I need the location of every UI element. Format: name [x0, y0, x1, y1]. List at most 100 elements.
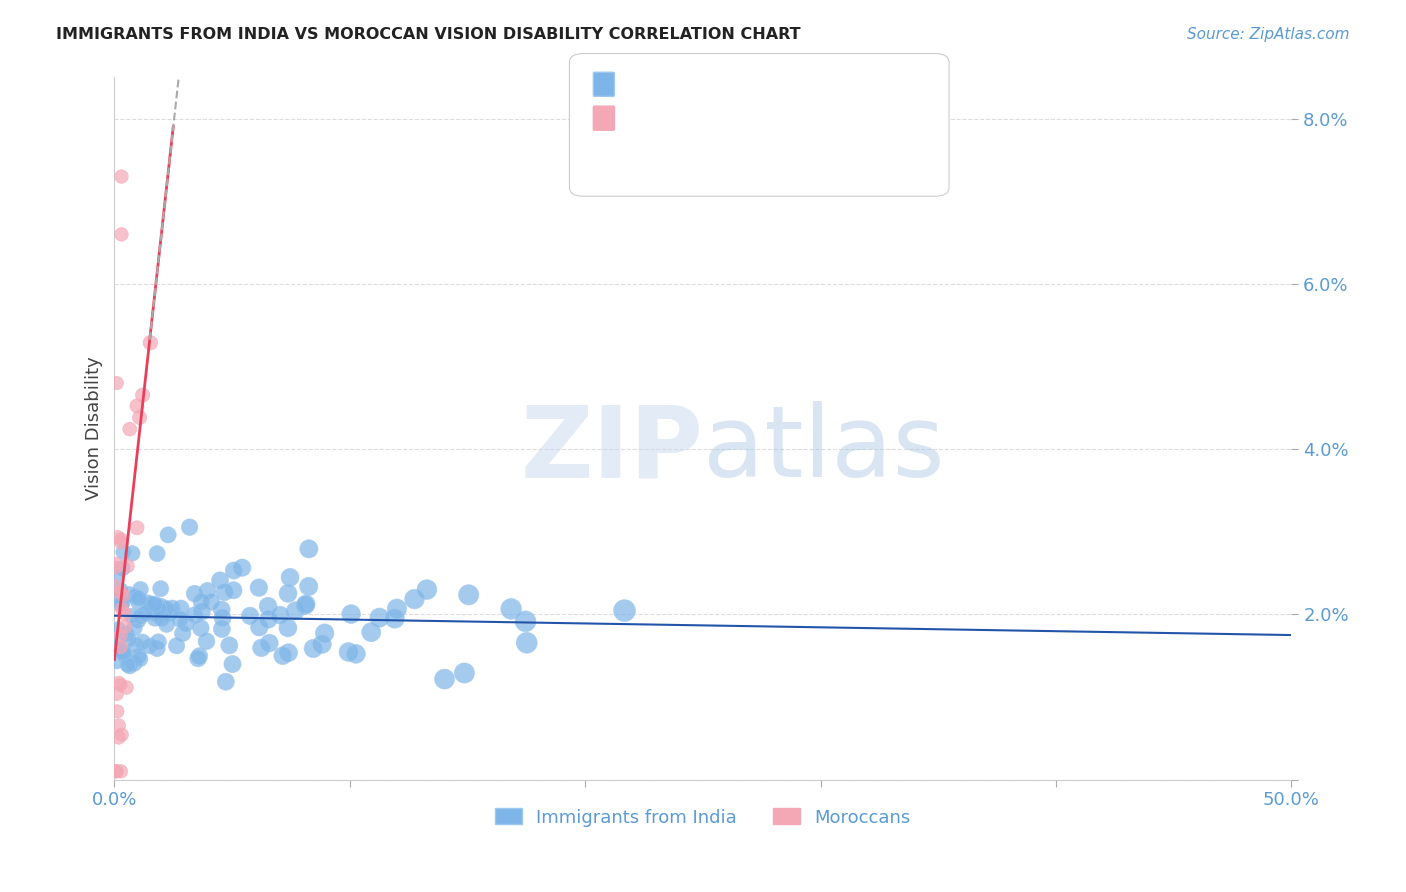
Point: [277, 621, 299, 635]
Point: [114, 607, 136, 621]
Point: [179, 520, 201, 534]
Point: [111, 602, 134, 616]
Point: [314, 626, 336, 640]
Point: [141, 597, 163, 611]
Point: [107, 622, 129, 636]
Point: [127, 614, 149, 628]
Y-axis label: Vision Disability: Vision Disability: [86, 357, 103, 500]
Point: [340, 607, 363, 621]
Point: [105, 557, 128, 571]
Point: [284, 604, 307, 618]
Point: [190, 621, 212, 635]
Point: [117, 559, 139, 574]
Point: [117, 657, 139, 672]
Point: [148, 635, 170, 649]
Text: R = -0.209   N = 118: R = -0.209 N = 118: [619, 85, 807, 103]
Point: [124, 621, 146, 635]
Point: [148, 602, 170, 616]
Point: [257, 612, 280, 626]
Point: [278, 570, 301, 584]
Point: [311, 637, 333, 651]
Point: [107, 642, 129, 657]
Point: [360, 625, 382, 640]
Point: [107, 635, 129, 649]
Point: [457, 588, 479, 602]
Point: [209, 574, 232, 588]
Point: [110, 535, 132, 549]
Point: [231, 560, 253, 574]
Point: [134, 607, 156, 621]
Point: [222, 564, 245, 578]
Point: [111, 596, 134, 610]
Point: [166, 639, 188, 653]
Point: [108, 585, 131, 599]
Point: [453, 665, 475, 680]
Point: [121, 546, 143, 560]
Point: [215, 674, 238, 689]
Point: [239, 608, 262, 623]
Point: [146, 641, 169, 656]
Point: [104, 764, 127, 779]
Point: [105, 687, 128, 701]
Point: [107, 718, 129, 732]
Point: [105, 705, 128, 719]
Point: [143, 597, 166, 611]
Point: [108, 582, 131, 597]
Point: [114, 619, 136, 633]
Point: [257, 599, 280, 614]
Point: [184, 607, 207, 622]
Point: [501, 602, 523, 616]
Point: [200, 595, 222, 609]
Point: [516, 636, 538, 650]
Point: [110, 533, 132, 547]
Point: [110, 640, 132, 654]
Point: [211, 611, 233, 625]
Point: [148, 599, 170, 614]
Point: [104, 764, 127, 779]
Point: [157, 528, 180, 542]
Point: [162, 601, 184, 615]
Point: [195, 634, 218, 648]
Point: [110, 629, 132, 643]
Point: [143, 607, 166, 621]
Point: [129, 609, 152, 624]
Point: [294, 599, 316, 613]
Point: [111, 728, 134, 742]
Point: [211, 602, 233, 616]
Point: [416, 582, 439, 597]
Point: [115, 681, 138, 695]
Point: [211, 622, 233, 636]
Point: [127, 595, 149, 609]
Point: [108, 676, 131, 690]
Point: [118, 632, 141, 647]
Point: [112, 645, 135, 659]
Point: [271, 648, 294, 663]
Point: [337, 645, 360, 659]
Point: [146, 547, 169, 561]
Point: [125, 521, 148, 535]
Point: [107, 530, 129, 544]
Point: [118, 422, 141, 436]
Point: [156, 617, 179, 632]
Point: [515, 615, 537, 629]
Point: [105, 376, 128, 390]
Point: [143, 611, 166, 625]
Point: [188, 648, 211, 663]
Point: [433, 672, 456, 686]
Point: [110, 764, 132, 779]
Point: [125, 399, 148, 413]
Point: [247, 581, 270, 595]
Point: [404, 592, 426, 607]
Point: [218, 639, 240, 653]
Text: ZIP: ZIP: [520, 401, 703, 498]
Legend: Immigrants from India, Moroccans: Immigrants from India, Moroccans: [488, 801, 918, 834]
Point: [110, 169, 132, 184]
Point: [118, 659, 141, 673]
Text: IMMIGRANTS FROM INDIA VS MOROCCAN VISION DISABILITY CORRELATION CHART: IMMIGRANTS FROM INDIA VS MOROCCAN VISION…: [56, 27, 801, 42]
Point: [108, 591, 131, 605]
Point: [613, 604, 636, 618]
Point: [259, 636, 281, 650]
Point: [170, 601, 193, 615]
Point: [149, 599, 172, 614]
Point: [115, 626, 138, 640]
